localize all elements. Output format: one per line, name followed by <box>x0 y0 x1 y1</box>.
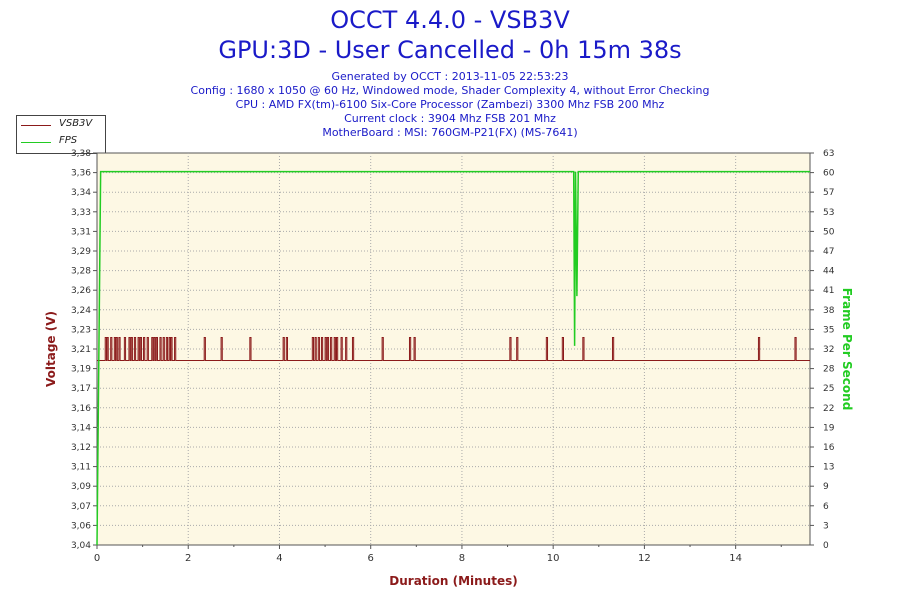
y-tick-label-left: 3,21 <box>71 345 91 355</box>
y-tick-label-left: 3,34 <box>71 188 91 198</box>
x-tick-label: 0 <box>94 553 100 564</box>
legend-swatch-vsb3v <box>21 125 51 126</box>
y-tick-label-left: 3,19 <box>71 365 91 375</box>
legend-label-vsb3v: VSB3V <box>59 118 93 129</box>
y-tick-label-right: 44 <box>823 267 835 277</box>
y-tick-label-left: 3,11 <box>71 463 91 473</box>
x-tick-label: 6 <box>368 553 374 564</box>
legend: VSB3V FPS <box>16 115 106 154</box>
y-tick-label-right: 25 <box>823 384 834 394</box>
legend-swatch-fps <box>21 142 51 143</box>
y-tick-label-left: 3,06 <box>71 521 91 531</box>
series-line-fps <box>96 170 810 546</box>
chart-title: OCCT 4.4.0 - VSB3V <box>330 6 570 34</box>
y-tick-label-left: 3,36 <box>71 169 91 179</box>
y-axis-label-left: Voltage (V) <box>44 311 58 387</box>
y-tick-label-left: 3,28 <box>71 267 91 277</box>
legend-item-vsb3v: VSB3V <box>21 118 105 132</box>
info-cpu: CPU : AMD FX(tm)-6100 Six-Core Processor… <box>235 98 665 111</box>
y-tick-label-right: 63 <box>823 149 834 159</box>
y-tick-label-left: 3,07 <box>71 502 91 512</box>
x-axis-label: Duration (Minutes) <box>389 574 517 588</box>
legend-label-fps: FPS <box>59 135 78 146</box>
y-tick-label-right: 13 <box>823 463 834 473</box>
x-tick-label: 2 <box>185 553 191 564</box>
y-tick-label-right: 0 <box>823 541 829 551</box>
y-tick-label-right: 50 <box>823 227 835 237</box>
y-tick-label-left: 3,26 <box>71 286 91 296</box>
y-tick-label-right: 19 <box>823 423 835 433</box>
y-tick-label-left: 3,12 <box>71 443 91 453</box>
y-tick-label-right: 57 <box>823 188 834 198</box>
y-tick-label-left: 3,09 <box>71 482 91 492</box>
y-tick-label-left: 3,24 <box>71 306 91 316</box>
y-tick-label-left: 3,29 <box>71 247 91 257</box>
x-tick-label: 14 <box>729 553 742 564</box>
y-tick-label-right: 22 <box>823 404 834 414</box>
x-tick-label: 8 <box>459 553 465 564</box>
y-tick-label-right: 35 <box>823 325 834 335</box>
y-tick-label-right: 53 <box>823 208 834 218</box>
y-tick-label-right: 41 <box>823 286 834 296</box>
y-tick-label-right: 32 <box>823 345 834 355</box>
y-tick-label-right: 60 <box>823 169 835 179</box>
y-tick-label-right: 6 <box>823 502 829 512</box>
info-config: Config : 1680 x 1050 @ 60 Hz, Windowed m… <box>190 84 710 97</box>
y-tick-label-left: 3,23 <box>71 325 91 335</box>
y-tick-label-left: 3,16 <box>71 404 91 414</box>
y-tick-label-right: 9 <box>823 482 829 492</box>
x-tick-label: 12 <box>638 553 651 564</box>
y-tick-label-left: 3,38 <box>71 149 91 159</box>
series-line-vsb3v <box>97 336 810 362</box>
legend-item-fps: FPS <box>21 135 105 149</box>
info-generated: Generated by OCCT : 2013-11-05 22:53:23 <box>331 70 569 83</box>
y-tick-label-left: 3,33 <box>71 208 91 218</box>
y-tick-label-right: 3 <box>823 521 829 531</box>
y-tick-label-left: 3,17 <box>71 384 91 394</box>
y-axis-label-right: Frame Per Second <box>840 288 854 411</box>
y-tick-label-left: 3,31 <box>71 227 91 237</box>
chart-subtitle: GPU:3D - User Cancelled - 0h 15m 38s <box>218 36 682 64</box>
y-tick-label-left: 3,04 <box>71 541 91 551</box>
info-clock: Current clock : 3904 Mhz FSB 201 Mhz <box>344 112 556 125</box>
y-tick-label-right: 38 <box>823 306 835 316</box>
x-tick-label: 4 <box>276 553 282 564</box>
info-motherboard: MotherBoard : MSI: 760GM-P21(FX) (MS-764… <box>322 126 578 139</box>
x-tick-label: 10 <box>547 553 560 564</box>
y-tick-label-left: 3,14 <box>71 423 91 433</box>
y-tick-label-right: 47 <box>823 247 834 257</box>
y-tick-label-right: 16 <box>823 443 835 453</box>
y-tick-label-right: 28 <box>823 365 835 375</box>
